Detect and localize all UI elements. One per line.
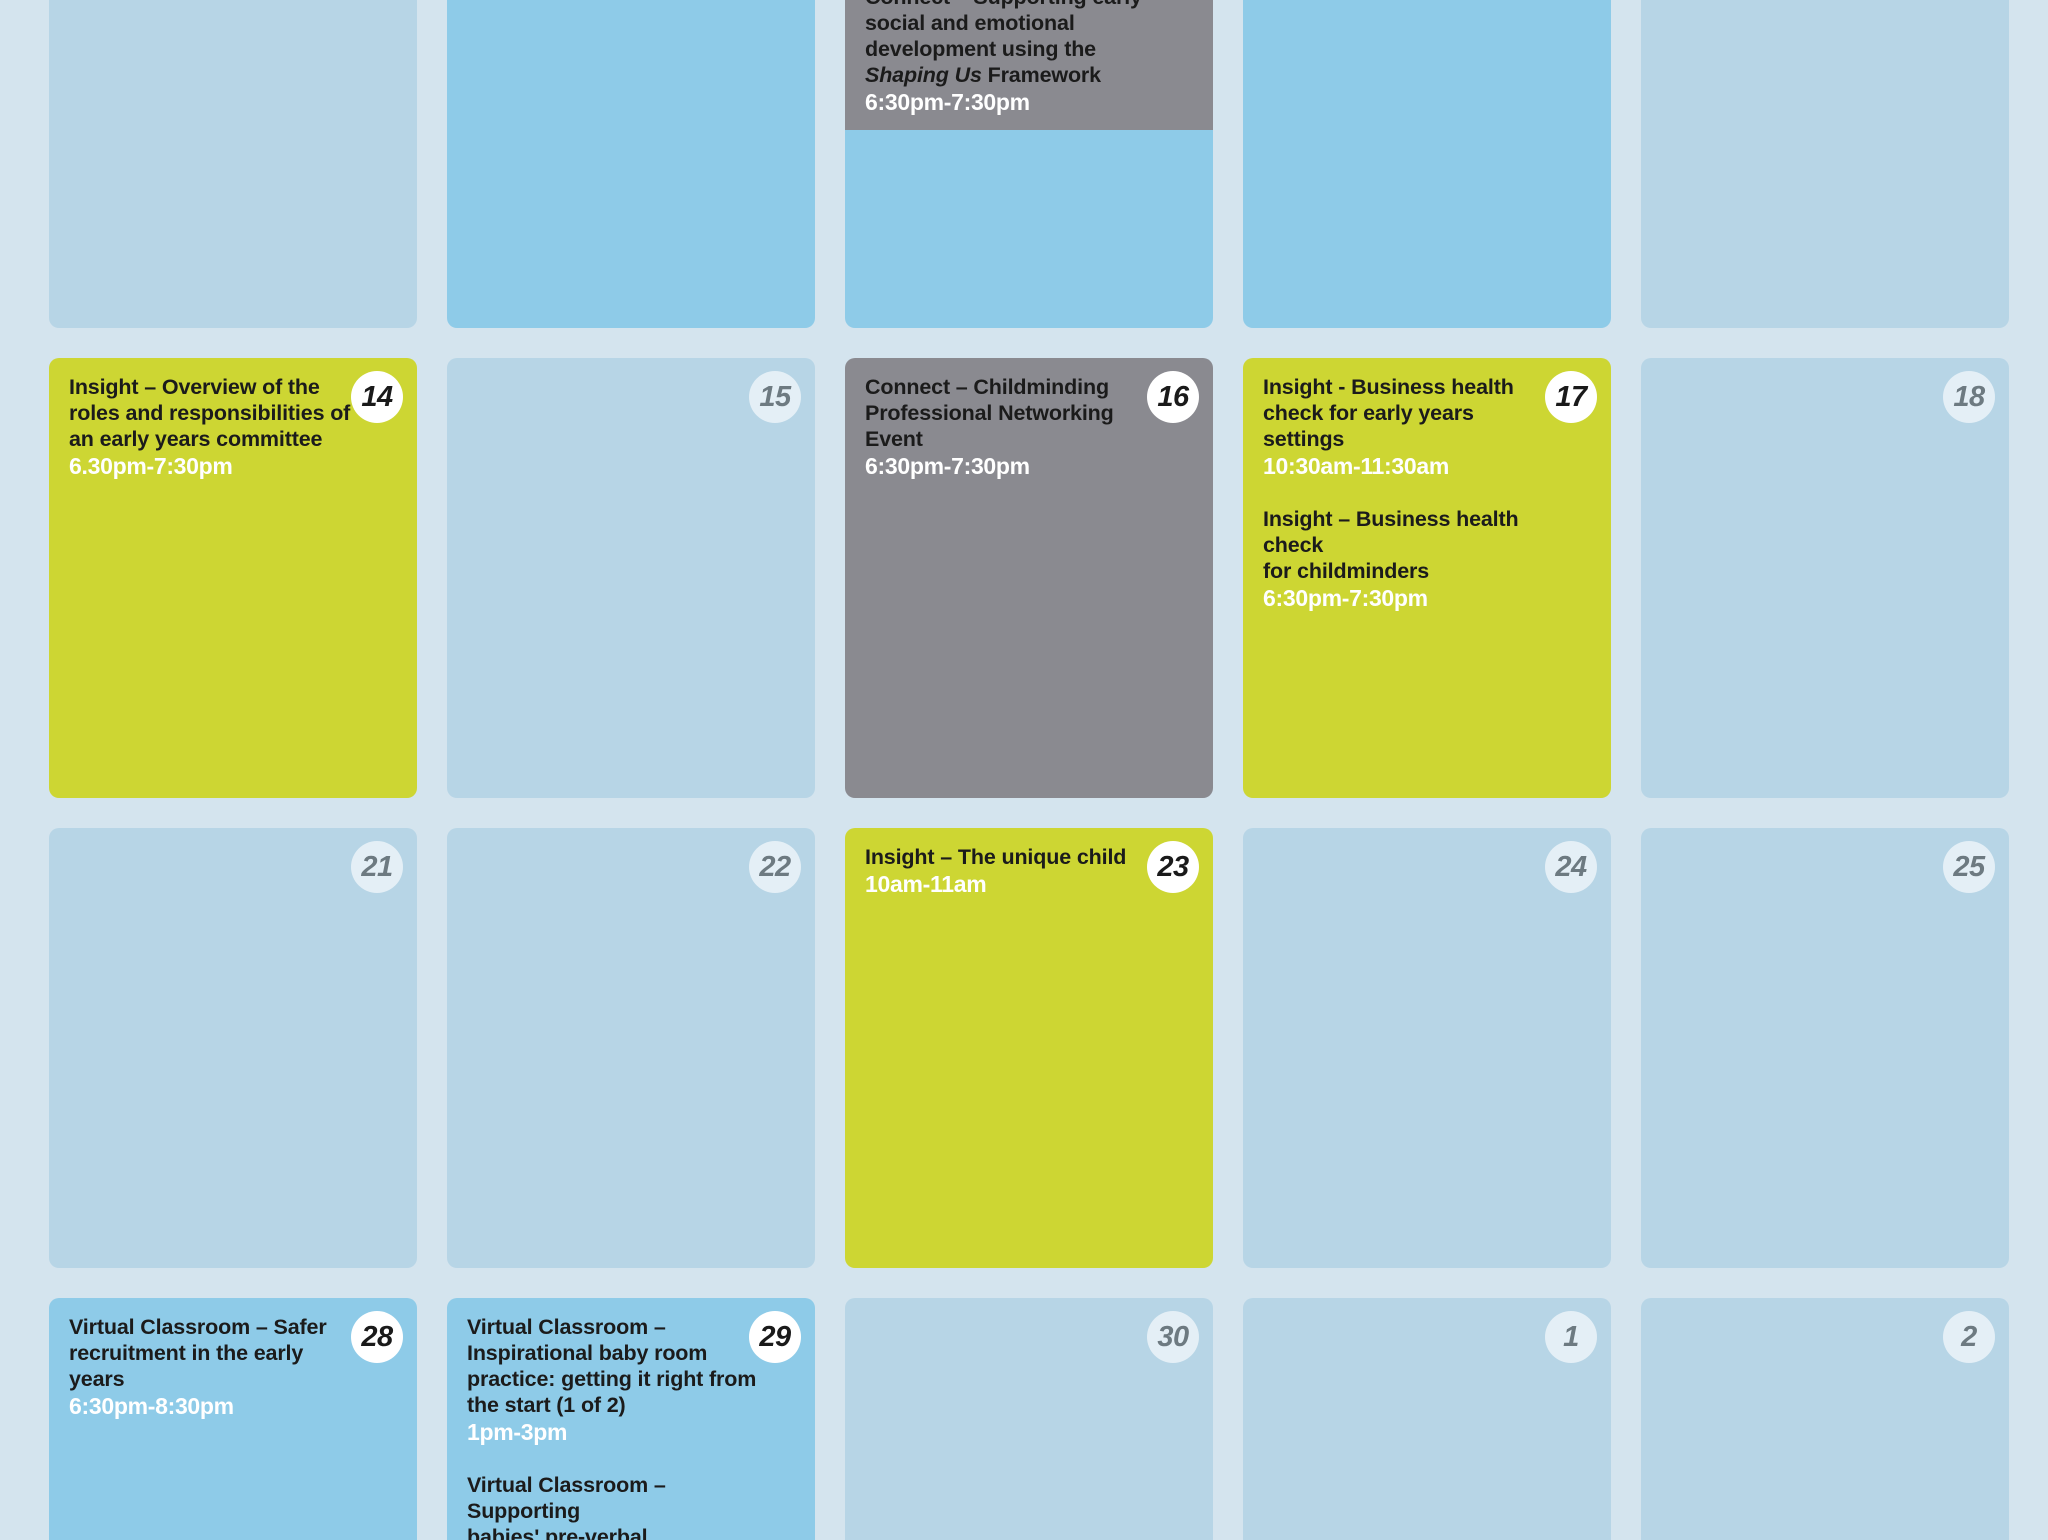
day-cell-body: 15 [447, 358, 815, 798]
day-number-badge: 1 [1545, 1311, 1597, 1363]
event-title: Connect – Childminding Professional Netwo… [865, 375, 1114, 451]
day-cell-body: 14 Insight – Overview of the roles and res… [49, 358, 417, 798]
day-number-badge: 18 [1943, 371, 1995, 423]
day-cell[interactable] [49, 0, 417, 328]
event-time: 10:30am-11:30am [1263, 453, 1450, 479]
day-number-badge: 16 [1147, 371, 1199, 423]
day-cell-2[interactable]: 2 [1641, 1298, 2009, 1540]
day-number-badge: 21 [351, 841, 403, 893]
day-cell-29[interactable]: 29 Virtual Classroom – Inspirational baby … [447, 1298, 815, 1540]
day-number-badge: 23 [1147, 841, 1199, 893]
day-number-badge: 17 [1545, 371, 1597, 423]
event-time: 6:30pm-7:30pm [1263, 585, 1428, 611]
event-time: 10am-11am [865, 871, 987, 897]
day-number-badge: 24 [1545, 841, 1597, 893]
calendar-event[interactable]: Connect – Supporting earlysocial and emo… [865, 0, 1165, 116]
day-cell[interactable]: years: the role of thedesignated safegua… [1243, 0, 1611, 328]
calendar-event[interactable]: Insight - Business health check for early… [1263, 374, 1563, 480]
calendar-event[interactable]: Virtual Classroom – Supporting babies' pr… [467, 1472, 767, 1540]
day-number-badge: 28 [351, 1311, 403, 1363]
day-cell-body: years: the role of thedesignated safegua… [447, 0, 815, 328]
day-number-badge: 25 [1943, 841, 1995, 893]
day-cell-16[interactable]: 16 Connect – Childminding Professional Net… [845, 358, 1213, 798]
day-cell-14[interactable]: 14 Insight – Overview of the roles and res… [49, 358, 417, 798]
day-number-badge: 15 [749, 371, 801, 423]
day-cell-body: 16 Connect – Childminding Professional Net… [845, 358, 1213, 798]
day-cell-23[interactable]: 23 Insight – The unique child 10am-11am [845, 828, 1213, 1268]
day-cell-body [1641, 0, 2009, 328]
day-cell-body: years: the role of thedesignated safegua… [1243, 0, 1611, 328]
day-cell-body: 23 Insight – The unique child 10am-11am [845, 828, 1213, 1268]
event-title: Insight – The unique child [865, 845, 1127, 869]
day-cell[interactable] [1641, 0, 2009, 328]
day-cell-body: 29 Virtual Classroom – Inspirational baby … [447, 1298, 815, 1540]
day-number-badge: 29 [749, 1311, 801, 1363]
event-title: Virtual Classroom – Safer recruitment in … [69, 1315, 327, 1391]
day-cell-30[interactable]: 30 [845, 1298, 1213, 1540]
calendar-event[interactable]: Insight – Overview of the roles and respo… [69, 374, 369, 480]
day-number-badge: 2 [1943, 1311, 1995, 1363]
day-cell-body: years1pm-3pmConnect – Supporting earlyso… [845, 0, 1213, 328]
event-title: Insight – Overview of the roles and respo… [69, 375, 351, 451]
day-cell-body: 17 Insight - Business health check for ear… [1243, 358, 1611, 798]
event-subpanel[interactable]: Connect – Supporting earlysocial and emo… [845, 0, 1213, 130]
day-cell-15[interactable]: 15 [447, 358, 815, 798]
calendar-event[interactable]: Connect – Childminding Professional Netwo… [865, 374, 1165, 480]
day-cell-body: 18 [1641, 358, 2009, 798]
day-cell-18[interactable]: 18 [1641, 358, 2009, 798]
day-cell-body: 28 Virtual Classroom – Safer recruitment i… [49, 1298, 417, 1540]
day-cell-body: 1 [1243, 1298, 1611, 1540]
day-cell-body [49, 0, 417, 328]
day-cell-body: 21 [49, 828, 417, 1268]
day-cell[interactable]: years1pm-3pmConnect – Supporting earlyso… [845, 0, 1213, 328]
day-cell-28[interactable]: 28 Virtual Classroom – Safer recruitment i… [49, 1298, 417, 1540]
day-cell-body: 22 [447, 828, 815, 1268]
day-number-badge: 22 [749, 841, 801, 893]
day-cell-body: 30 [845, 1298, 1213, 1540]
day-cell[interactable]: years: the role of thedesignated safegua… [447, 0, 815, 328]
day-number-badge: 30 [1147, 1311, 1199, 1363]
calendar-event[interactable]: Virtual Classroom – Safer recruitment in … [69, 1314, 369, 1420]
event-title: Virtual Classroom – Inspirational baby ro… [467, 1315, 757, 1417]
calendar-month-grid: years: the role of thedesignated safegua… [49, 0, 2009, 1540]
event-title: Insight - Business health check for early… [1263, 375, 1514, 451]
event-title-emphasis: Shaping Us [865, 63, 982, 87]
calendar-event[interactable]: Virtual Classroom – Inspirational baby ro… [467, 1314, 767, 1446]
day-cell-21[interactable]: 21 [49, 828, 417, 1268]
event-time: 6:30pm-7:30pm [865, 89, 1030, 115]
day-number-badge: 14 [351, 371, 403, 423]
day-cell-body: 25 [1641, 828, 2009, 1268]
event-title: Virtual Classroom – Supporting babies' pr… [467, 1473, 666, 1540]
event-title: Connect – Supporting earlysocial and emo… [865, 0, 1142, 87]
day-cell-body: 2 [1641, 1298, 2009, 1540]
day-cell-17[interactable]: 17 Insight - Business health check for ear… [1243, 358, 1611, 798]
day-cell-22[interactable]: 22 [447, 828, 815, 1268]
day-cell-24[interactable]: 24 [1243, 828, 1611, 1268]
day-cell-body: 24 [1243, 828, 1611, 1268]
day-cell-1[interactable]: 1 [1243, 1298, 1611, 1540]
event-time: 1pm-3pm [467, 1419, 568, 1445]
calendar-event[interactable]: Insight – Business health check for child… [1263, 506, 1563, 612]
event-time: 6:30pm-8:30pm [69, 1393, 234, 1419]
event-title: Insight – Business health check for child… [1263, 507, 1519, 583]
event-time: 6:30pm-7:30pm [865, 453, 1030, 479]
event-time: 6.30pm-7:30pm [69, 453, 233, 479]
day-cell-25[interactable]: 25 [1641, 828, 2009, 1268]
calendar-event[interactable]: Insight – The unique child 10am-11am [865, 844, 1165, 898]
